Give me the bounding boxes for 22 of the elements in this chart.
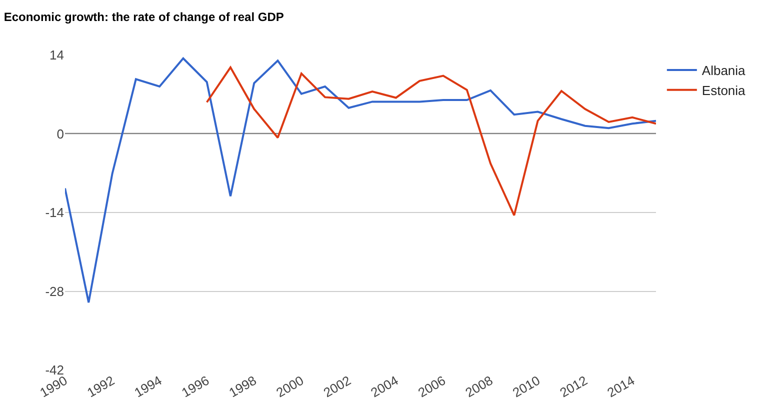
x-tick-label: 2000 [274,372,306,400]
line-series [206,66,656,216]
x-tick-label: 2012 [557,372,590,400]
x-tick-label: 2004 [368,372,401,400]
x-tick-label: 2006 [415,372,448,400]
x-tick-label: 2002 [320,372,354,400]
x-tick-label: 2010 [510,372,543,400]
x-tick-label: 2014 [604,372,638,400]
line-series [65,57,656,304]
legend-label: Albania [702,63,746,78]
y-tick-label: 14 [50,48,64,63]
x-tick-label: 1994 [132,372,164,400]
legend-label: Estonia [702,82,746,98]
chart-title: Economic growth: the rate of change of real GDP [4,10,284,24]
y-tick-label: -28 [45,284,64,299]
y-tick-label: -42 [45,362,64,378]
x-tick-label: 1998 [226,372,259,400]
y-tick-label: 0 [56,126,64,142]
y-tick-label: -14 [45,205,64,220]
x-tick-label: 1992 [84,372,118,400]
x-tick-label: 1996 [179,372,212,400]
x-tick-label: 2008 [462,372,496,400]
